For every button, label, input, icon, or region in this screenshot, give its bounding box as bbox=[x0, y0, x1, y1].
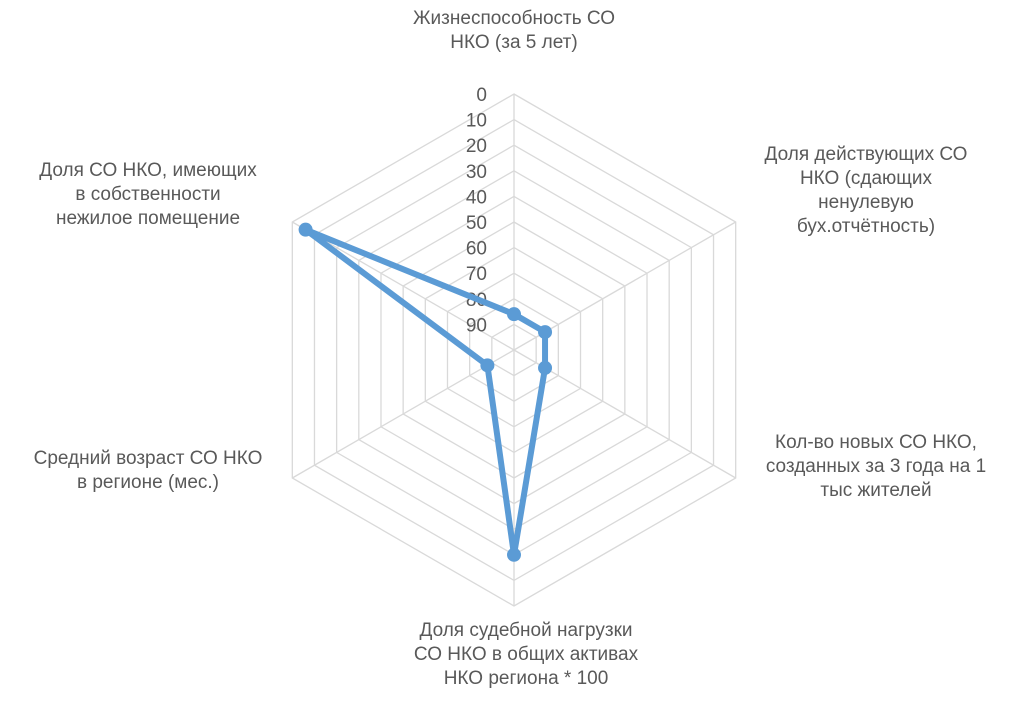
tick-label: 20 bbox=[466, 136, 487, 157]
category-label-line: Доля СО НКО, имеющих bbox=[39, 160, 257, 181]
category-label-line: нежилое помещение bbox=[56, 208, 240, 229]
category-label-4: Средний возраст СО НКО в регионе (мес.) bbox=[34, 448, 263, 493]
tick-label: 90 bbox=[466, 315, 487, 336]
category-label-line: в собственности bbox=[75, 184, 220, 205]
category-label-line: созданных за 3 года на 1 bbox=[766, 456, 986, 477]
tick-label: 0 bbox=[476, 85, 487, 106]
category-label-0: Жизнеспособность СО НКО (за 5 лет) bbox=[413, 8, 615, 53]
category-label-line: НКО (за 5 лет) bbox=[450, 32, 577, 53]
category-label-line: СО НКО в общих активах bbox=[414, 644, 639, 665]
category-label-line: Доля действующих СО bbox=[765, 144, 968, 165]
category-label-line: Кол-во новых СО НКО, bbox=[775, 432, 977, 453]
tick-label: 60 bbox=[466, 239, 487, 260]
category-label-line: Доля судебной нагрузки bbox=[419, 620, 632, 641]
category-label-line: Средний возраст СО НКО bbox=[34, 448, 263, 469]
data-point-4 bbox=[480, 358, 495, 373]
category-label-line: в регионе (мес.) bbox=[77, 472, 219, 493]
tick-label: 40 bbox=[466, 187, 487, 208]
data-point-3 bbox=[507, 547, 521, 562]
tick-label: 50 bbox=[466, 213, 487, 234]
category-label-line: НКО региона * 100 bbox=[444, 668, 609, 689]
tick-label: 70 bbox=[466, 264, 487, 285]
category-label-5: Доля СО НКО, имеющих в собственности нежил… bbox=[39, 160, 257, 229]
spoke-4 bbox=[291, 349, 515, 479]
data-point-1 bbox=[538, 325, 553, 340]
tick-label: 30 bbox=[466, 162, 487, 183]
category-label-line: ненулевую bbox=[818, 192, 914, 213]
data-point-5 bbox=[298, 222, 313, 237]
data-point-2 bbox=[538, 360, 553, 375]
category-label-line: бух.отчётность) bbox=[797, 216, 935, 237]
category-label-line: тыс жителей bbox=[820, 480, 931, 501]
tick-label: 10 bbox=[466, 111, 487, 132]
data-point-0 bbox=[507, 307, 521, 322]
category-label-line: Жизнеспособность СО bbox=[413, 8, 615, 29]
category-label-3: Доля судебной нагрузки СО НКО в общих акт… bbox=[414, 620, 639, 689]
category-label-2: Кол-во новых СО НКО, созданных за 3 года … bbox=[766, 432, 986, 501]
category-label-line: НКО (сдающих bbox=[800, 168, 933, 189]
spoke-5 bbox=[291, 221, 515, 351]
category-label-1: Доля действующих СО НКО (сдающих ненулевую… bbox=[765, 144, 968, 237]
